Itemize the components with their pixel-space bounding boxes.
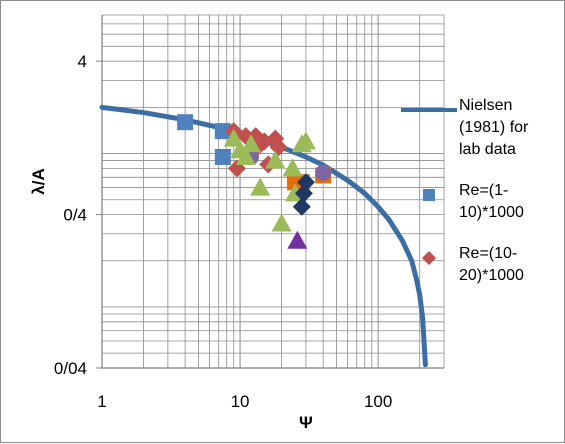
legend-label-line: lab data <box>459 141 516 158</box>
data-point-circle <box>315 165 331 181</box>
legend-label-line: Re=(1- <box>459 182 508 199</box>
legend-label-line: 10)*1000 <box>459 204 524 221</box>
x-tick-label: 10 <box>231 392 250 411</box>
data-point-square <box>177 114 193 130</box>
x-axis-title: Ψ <box>299 413 313 432</box>
x-tick-label: 100 <box>364 392 392 411</box>
plot-area <box>102 15 444 368</box>
y-tick-label: 4 <box>78 52 87 71</box>
legend-swatch-square <box>423 189 435 201</box>
data-point-square <box>215 149 231 165</box>
legend-label-line: Nielsen <box>459 97 512 114</box>
legend-label-line: (1981) for <box>459 119 529 136</box>
legend-label-line: 20)*1000 <box>459 267 524 284</box>
legend-label-line: Re=(10- <box>459 245 517 262</box>
y-tick-label: 0/04 <box>54 359 87 378</box>
y-axis-title: λ/A <box>29 168 48 194</box>
x-tick-label: 1 <box>97 392 106 411</box>
y-tick-label: 0/4 <box>63 206 87 225</box>
